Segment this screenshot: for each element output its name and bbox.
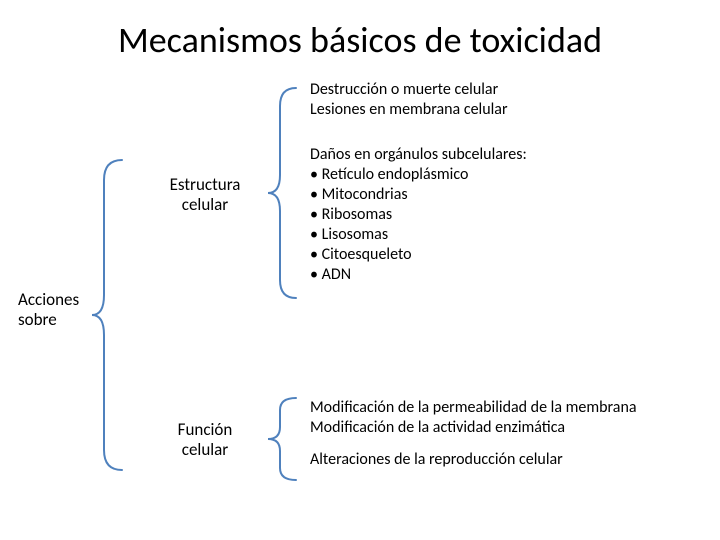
leaf-alteraciones-text: Alteraciones de la reproducción celular xyxy=(310,450,563,470)
mid-estructura: Estructura celular xyxy=(160,175,250,216)
leaf-destruccion-line1: Destrucción o muerte celular xyxy=(310,80,508,100)
root-brace xyxy=(92,160,122,470)
mid-estructura-line1: Estructura xyxy=(170,174,241,195)
mid-funcion-line1: Función xyxy=(178,419,233,440)
leaf-modificacion: Modificación de la permeabilidad de la m… xyxy=(310,398,637,438)
leaf-alteraciones: Alteraciones de la reproducción celular xyxy=(310,450,563,470)
page-title: Mecanismos básicos de toxicidad xyxy=(0,18,720,62)
leaf-danos-header: Daños en orgánulos subcelulares: xyxy=(310,145,527,165)
leaf-destruccion-line2: Lesiones en membrana celular xyxy=(310,100,508,120)
leaf-destruccion: Destrucción o muerte celular Lesiones en… xyxy=(310,80,508,120)
leaf-danos-item: • ADN xyxy=(310,265,527,285)
root-line1: Acciones xyxy=(18,289,79,310)
leaf-danos: Daños en orgánulos subcelulares: • Retíc… xyxy=(310,145,527,285)
leaf-danos-item: • Ribosomas xyxy=(310,205,527,225)
leaf-modificacion-line1: Modificación de la permeabilidad de la m… xyxy=(310,398,637,418)
mid-funcion: Función celular xyxy=(160,420,250,461)
root-line2: sobre xyxy=(18,309,57,330)
leaf-danos-item: • Lisosomas xyxy=(310,225,527,245)
mid-estructura-line2: celular xyxy=(182,194,228,215)
leaf-danos-item: • Citoesqueleto xyxy=(310,245,527,265)
leaf-danos-item: • Mitocondrias xyxy=(310,185,527,205)
root-label: Acciones sobre xyxy=(18,290,79,331)
leaf-danos-list: • Retículo endoplásmico• Mitocondrias• R… xyxy=(310,165,527,285)
leaf-modificacion-line2: Modificación de la actividad enzimática xyxy=(310,418,637,438)
mid-funcion-line2: celular xyxy=(182,439,228,460)
leaf-danos-item: • Retículo endoplásmico xyxy=(310,165,527,185)
estructura-brace xyxy=(268,88,296,298)
funcion-brace xyxy=(268,398,296,480)
